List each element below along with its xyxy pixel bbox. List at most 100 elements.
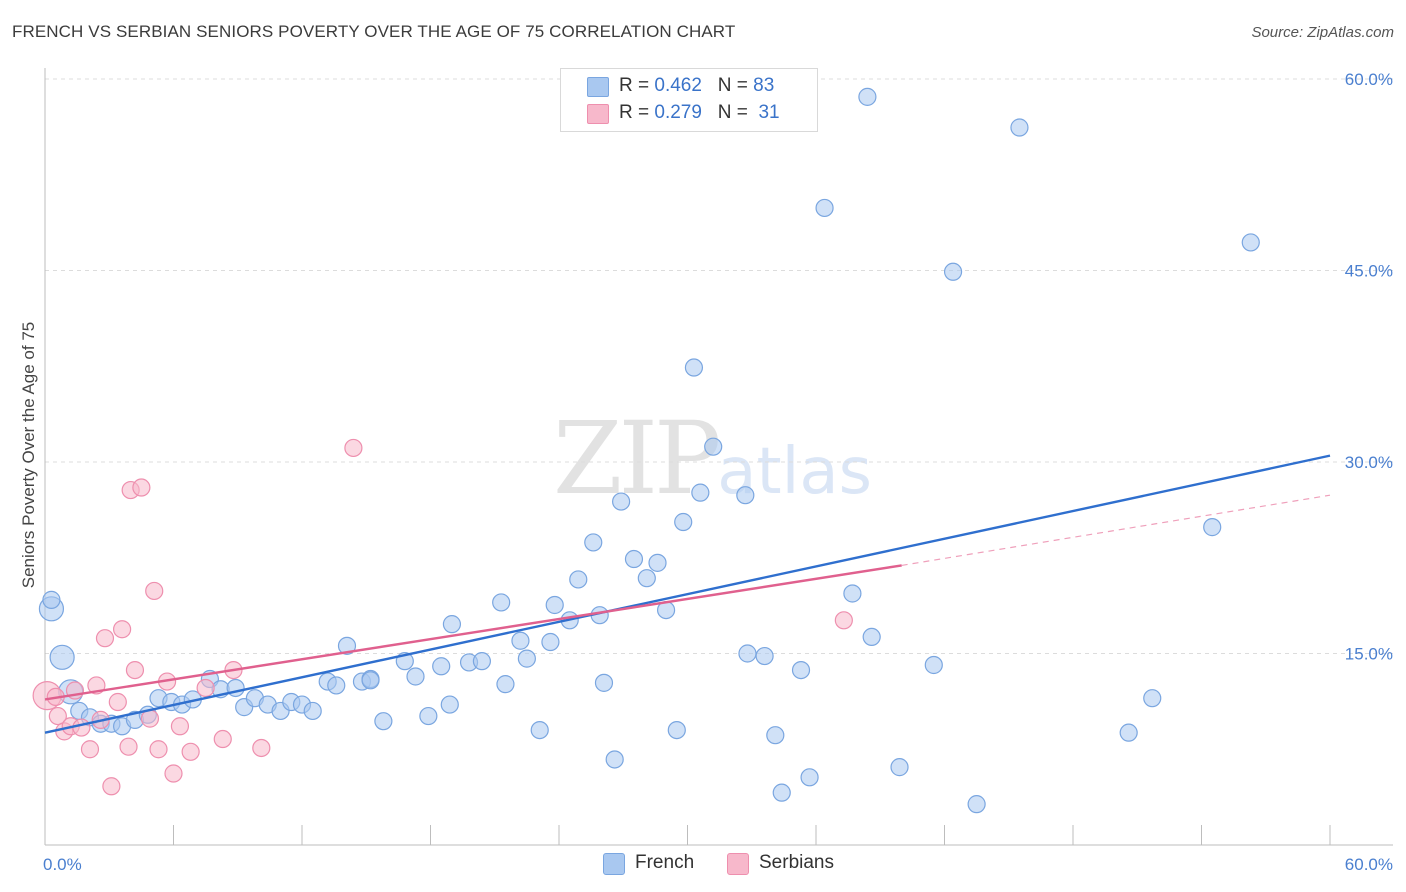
french-point [49,644,75,670]
y-tick-label: 15.0% [1345,645,1393,664]
serbians-point [80,740,100,759]
french-point [432,657,451,676]
serbians-point [834,611,853,630]
series-legend: French Serbians [0,852,1406,876]
tick-labels: 15.0% 30.0% 45.0% 60.0% 0.0% 60.0% Seniors Pov… [19,70,1393,874]
french-point [800,768,819,787]
serbians-point [112,620,132,639]
french-point [419,706,438,726]
french-point [492,593,511,612]
serbians-point [164,764,183,783]
serbians-point [132,478,151,497]
legend-swatch-serbians-bottom [727,853,749,875]
grid-lines [45,78,1395,654]
french-point [1119,723,1138,742]
legend-label-french: French [635,852,695,873]
chart-title: FRENCH VS SERBIAN SENIORS POVERTY OVER T… [12,22,736,41]
stats-legend: R = 0.462 N = 83 R = 0.279 N = 31 [560,68,818,132]
serbians-point [344,438,363,458]
serbians-point [213,729,232,749]
french-point [530,720,549,740]
french-point [374,712,393,731]
y-tick-label: 60.0% [1345,70,1393,89]
french-point [890,758,909,777]
french-point [472,652,491,671]
french-point [738,644,757,663]
y-tick-label: 30.0% [1345,453,1393,472]
french-point [691,483,710,502]
legend-swatch-french-bottom [603,853,625,875]
french-point [943,262,963,281]
french-point [545,595,564,615]
french-point [648,553,667,572]
n-value-french: 83 [753,75,775,96]
french-point [755,646,774,666]
serbians-point [252,738,271,758]
data-points [32,87,1260,814]
french-point [569,570,588,589]
serbians-point [140,709,160,728]
n-value-serbians: 31 [758,102,780,123]
legend-text-serbians: R = 0.279 N = 31 [619,102,780,123]
r-value-serbians: 0.279 [654,102,702,123]
serbians-point [102,777,121,796]
serbians-point [119,737,138,756]
french-point [440,695,459,714]
serbians-point [181,742,200,761]
source-credit: Source: ZipAtlas.com [1251,24,1394,41]
legend-text-french: R = 0.462 N = 83 [619,75,775,96]
y-tick-label: 45.0% [1345,262,1393,281]
serbians-point [149,740,168,759]
french-point [637,569,656,588]
french-point [42,590,61,609]
serbians-trend-extension [901,494,1331,567]
legend-label-serbians: Serbians [759,852,834,873]
axes [44,68,1393,846]
french-point [1203,518,1222,537]
french-point [772,783,791,802]
french-point [815,198,834,218]
french-point [736,486,755,505]
french-point [1010,118,1029,137]
french-point [496,675,515,694]
serbians-point [72,718,91,737]
r-value-french: 0.462 [654,75,702,96]
trend-lines [44,454,1331,734]
serbians-point [125,660,145,680]
french-point [862,627,881,647]
french-point [541,632,560,652]
french-point [406,667,425,686]
serbians-point [108,692,127,712]
french-point [674,512,693,532]
french-point [843,584,862,603]
x-tick-label-min: 0.0% [43,855,82,874]
french-point [442,615,462,634]
french-point [924,655,943,675]
french-point [967,795,986,814]
french-point [511,631,530,650]
french-trend-line [44,454,1331,734]
french-point [327,676,346,695]
serbians-point [170,717,190,736]
french-point [605,750,624,769]
french-point [791,660,811,680]
serbians-trend-line [44,564,902,701]
french-point [624,549,644,569]
french-point [517,649,536,668]
french-point [858,87,877,106]
french-point [337,636,357,655]
y-axis-label: Seniors Poverty Over the Age of 75 [19,322,38,588]
french-point [766,726,785,745]
french-point [704,437,723,456]
serbians-point [48,706,67,726]
french-point [667,720,686,740]
serbians-point [145,581,164,601]
french-point [612,492,631,511]
french-point [584,533,603,552]
french-point [1143,689,1162,708]
serbians-point [196,678,215,698]
french-point [361,671,380,690]
french-point [684,358,704,377]
x-tick-label-max: 60.0% [1345,855,1393,874]
